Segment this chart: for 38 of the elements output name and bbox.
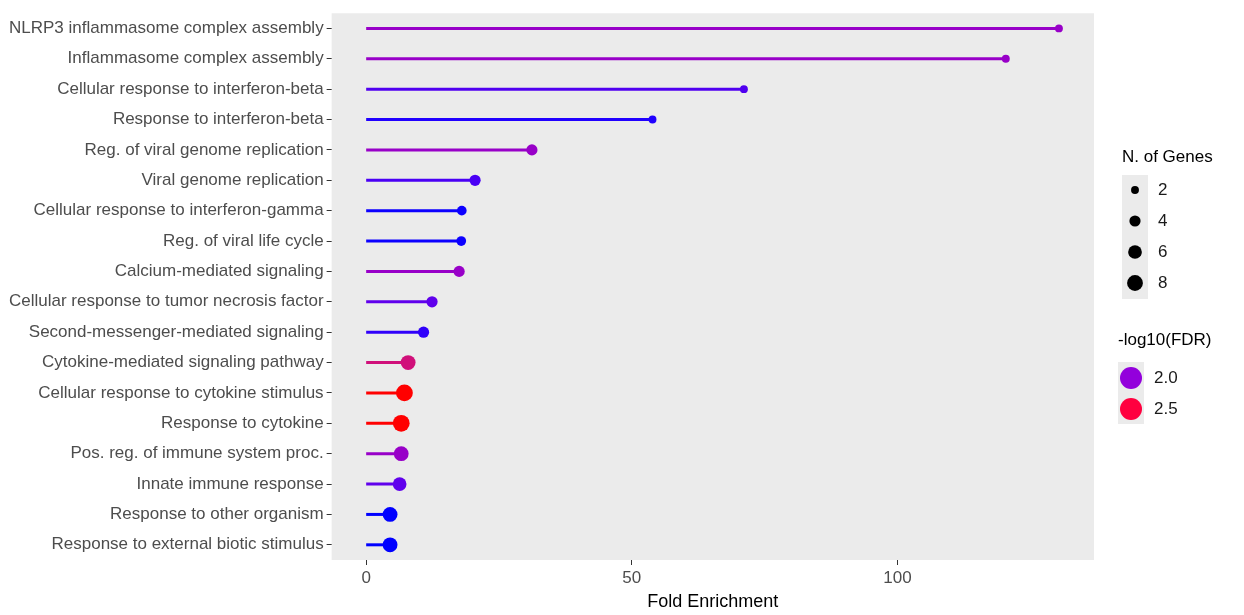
- y-tick-label: Second-messenger-mediated signaling: [28, 321, 324, 341]
- color-bar-label: 2.5: [1154, 398, 1178, 419]
- y-tick-label: Response to cytokine: [161, 412, 324, 432]
- y-tick-label: Innate immune response: [136, 473, 324, 493]
- legend-label: 2: [1158, 179, 1168, 199]
- y-tick-label: Cellular response to cytokine stimulus: [38, 382, 324, 402]
- point: [392, 477, 407, 491]
- y-tick-label: Response to interferon-beta: [112, 109, 325, 129]
- x-axis-title: Fold Enrichment: [647, 591, 779, 612]
- y-tick-label: Cellular response to interferon-gamma: [33, 200, 325, 220]
- y-tick-label: NLRP3 inflammasome complex assembly: [9, 18, 325, 38]
- legend-title: N. of Genes: [1122, 146, 1213, 166]
- point: [417, 326, 430, 338]
- legend-label: 8: [1158, 272, 1168, 292]
- y-tick-label: Response to external biotic stimulus: [51, 534, 324, 554]
- point: [456, 205, 467, 216]
- y-tick-label: Inflammasome complex assembly: [67, 48, 325, 68]
- point: [526, 144, 538, 156]
- x-tick-label: 100: [883, 567, 912, 587]
- point: [456, 236, 467, 246]
- point: [453, 265, 465, 278]
- color-bar-title: -log10(FDR): [1118, 330, 1212, 350]
- y-tick-label: Response to other organism: [110, 504, 324, 524]
- y-tick-label: Cytokine-mediated signaling pathway: [42, 352, 325, 372]
- y-tick-label: Reg. of viral life cycle: [163, 230, 324, 250]
- point: [426, 296, 438, 308]
- legend-label: 6: [1158, 241, 1168, 261]
- y-tick-label: Calcium-mediated signaling: [114, 261, 324, 281]
- x-tick-label: 50: [622, 567, 642, 587]
- color-bar-label: 2.0: [1154, 367, 1178, 388]
- point: [469, 174, 481, 186]
- y-tick-label: Reg. of viral genome replication: [84, 139, 324, 159]
- legend-label: 4: [1158, 210, 1168, 230]
- y-tick-label: Pos. reg. of immune system proc.: [70, 443, 324, 463]
- y-tick-label: Cellular response to interferon-beta: [57, 78, 325, 98]
- y-tick-label: Cellular response to tumor necrosis factor: [8, 291, 324, 311]
- y-tick-label: Viral genome replication: [141, 169, 324, 189]
- x-tick-label: 0: [361, 567, 371, 587]
